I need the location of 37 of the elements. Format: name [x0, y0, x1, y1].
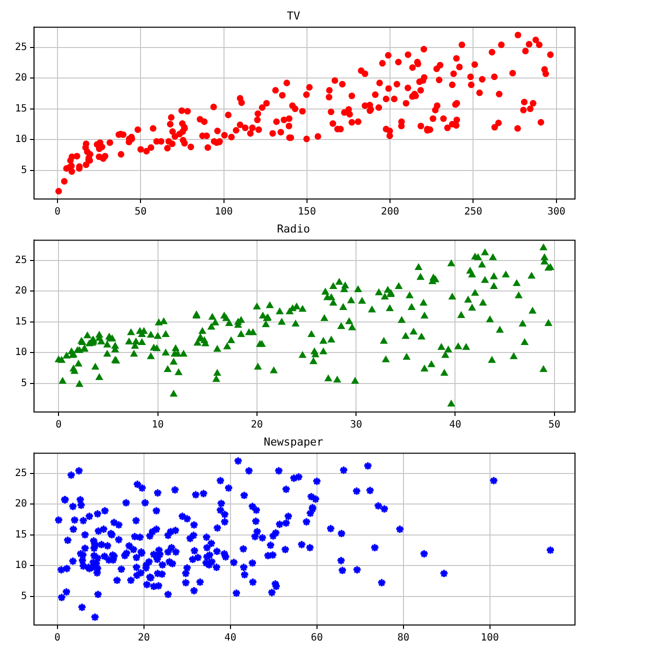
y-tick-label: 15	[14, 316, 28, 328]
y-tick-label: 5	[21, 590, 28, 602]
x-tick-label: 100	[214, 206, 233, 218]
x-tick-label: 20	[138, 632, 150, 644]
y-tick-label: 15	[14, 529, 28, 540]
x-tick-label: 300	[547, 206, 566, 218]
y-tick-label: 10	[14, 347, 28, 358]
x-tick-label: 100	[480, 632, 499, 644]
y-tick-label: 25	[14, 468, 28, 479]
x-tick-label: 20	[250, 420, 263, 431]
x-tick-label: 50	[548, 420, 560, 431]
x-tick-label: 10	[152, 420, 164, 431]
y-tick-label: 15	[14, 103, 28, 114]
x-tick-label: 40	[449, 420, 462, 431]
x-tick-label: 0	[56, 420, 62, 431]
x-tick-label: 0	[54, 632, 60, 644]
y-tick-label: 10	[14, 134, 28, 146]
x-tick-label: 250	[464, 206, 482, 218]
y-tick-label: 5	[21, 378, 28, 389]
chart-title: TV	[286, 9, 300, 22]
x-tick-label: 80	[397, 632, 410, 644]
x-tick-label: 30	[350, 420, 362, 431]
y-tick-label: 25	[14, 42, 28, 53]
y-tick-label: 20	[14, 498, 28, 510]
x-tick-label: 150	[298, 206, 316, 218]
y-tick-label: 5	[21, 164, 28, 176]
chart-title: Newspaper	[264, 435, 324, 448]
chart-title: Radio	[276, 222, 310, 236]
x-tick-label: 50	[134, 206, 147, 218]
y-tick-label: 20	[14, 72, 28, 84]
x-tick-label: 40	[224, 632, 236, 644]
x-tick-label: 0	[54, 206, 61, 218]
y-tick-label: 25	[14, 254, 28, 266]
x-tick-label: 60	[310, 632, 323, 644]
x-tick-label: 200	[381, 206, 400, 218]
y-tick-label: 20	[14, 286, 28, 297]
y-tick-label: 10	[14, 560, 28, 572]
